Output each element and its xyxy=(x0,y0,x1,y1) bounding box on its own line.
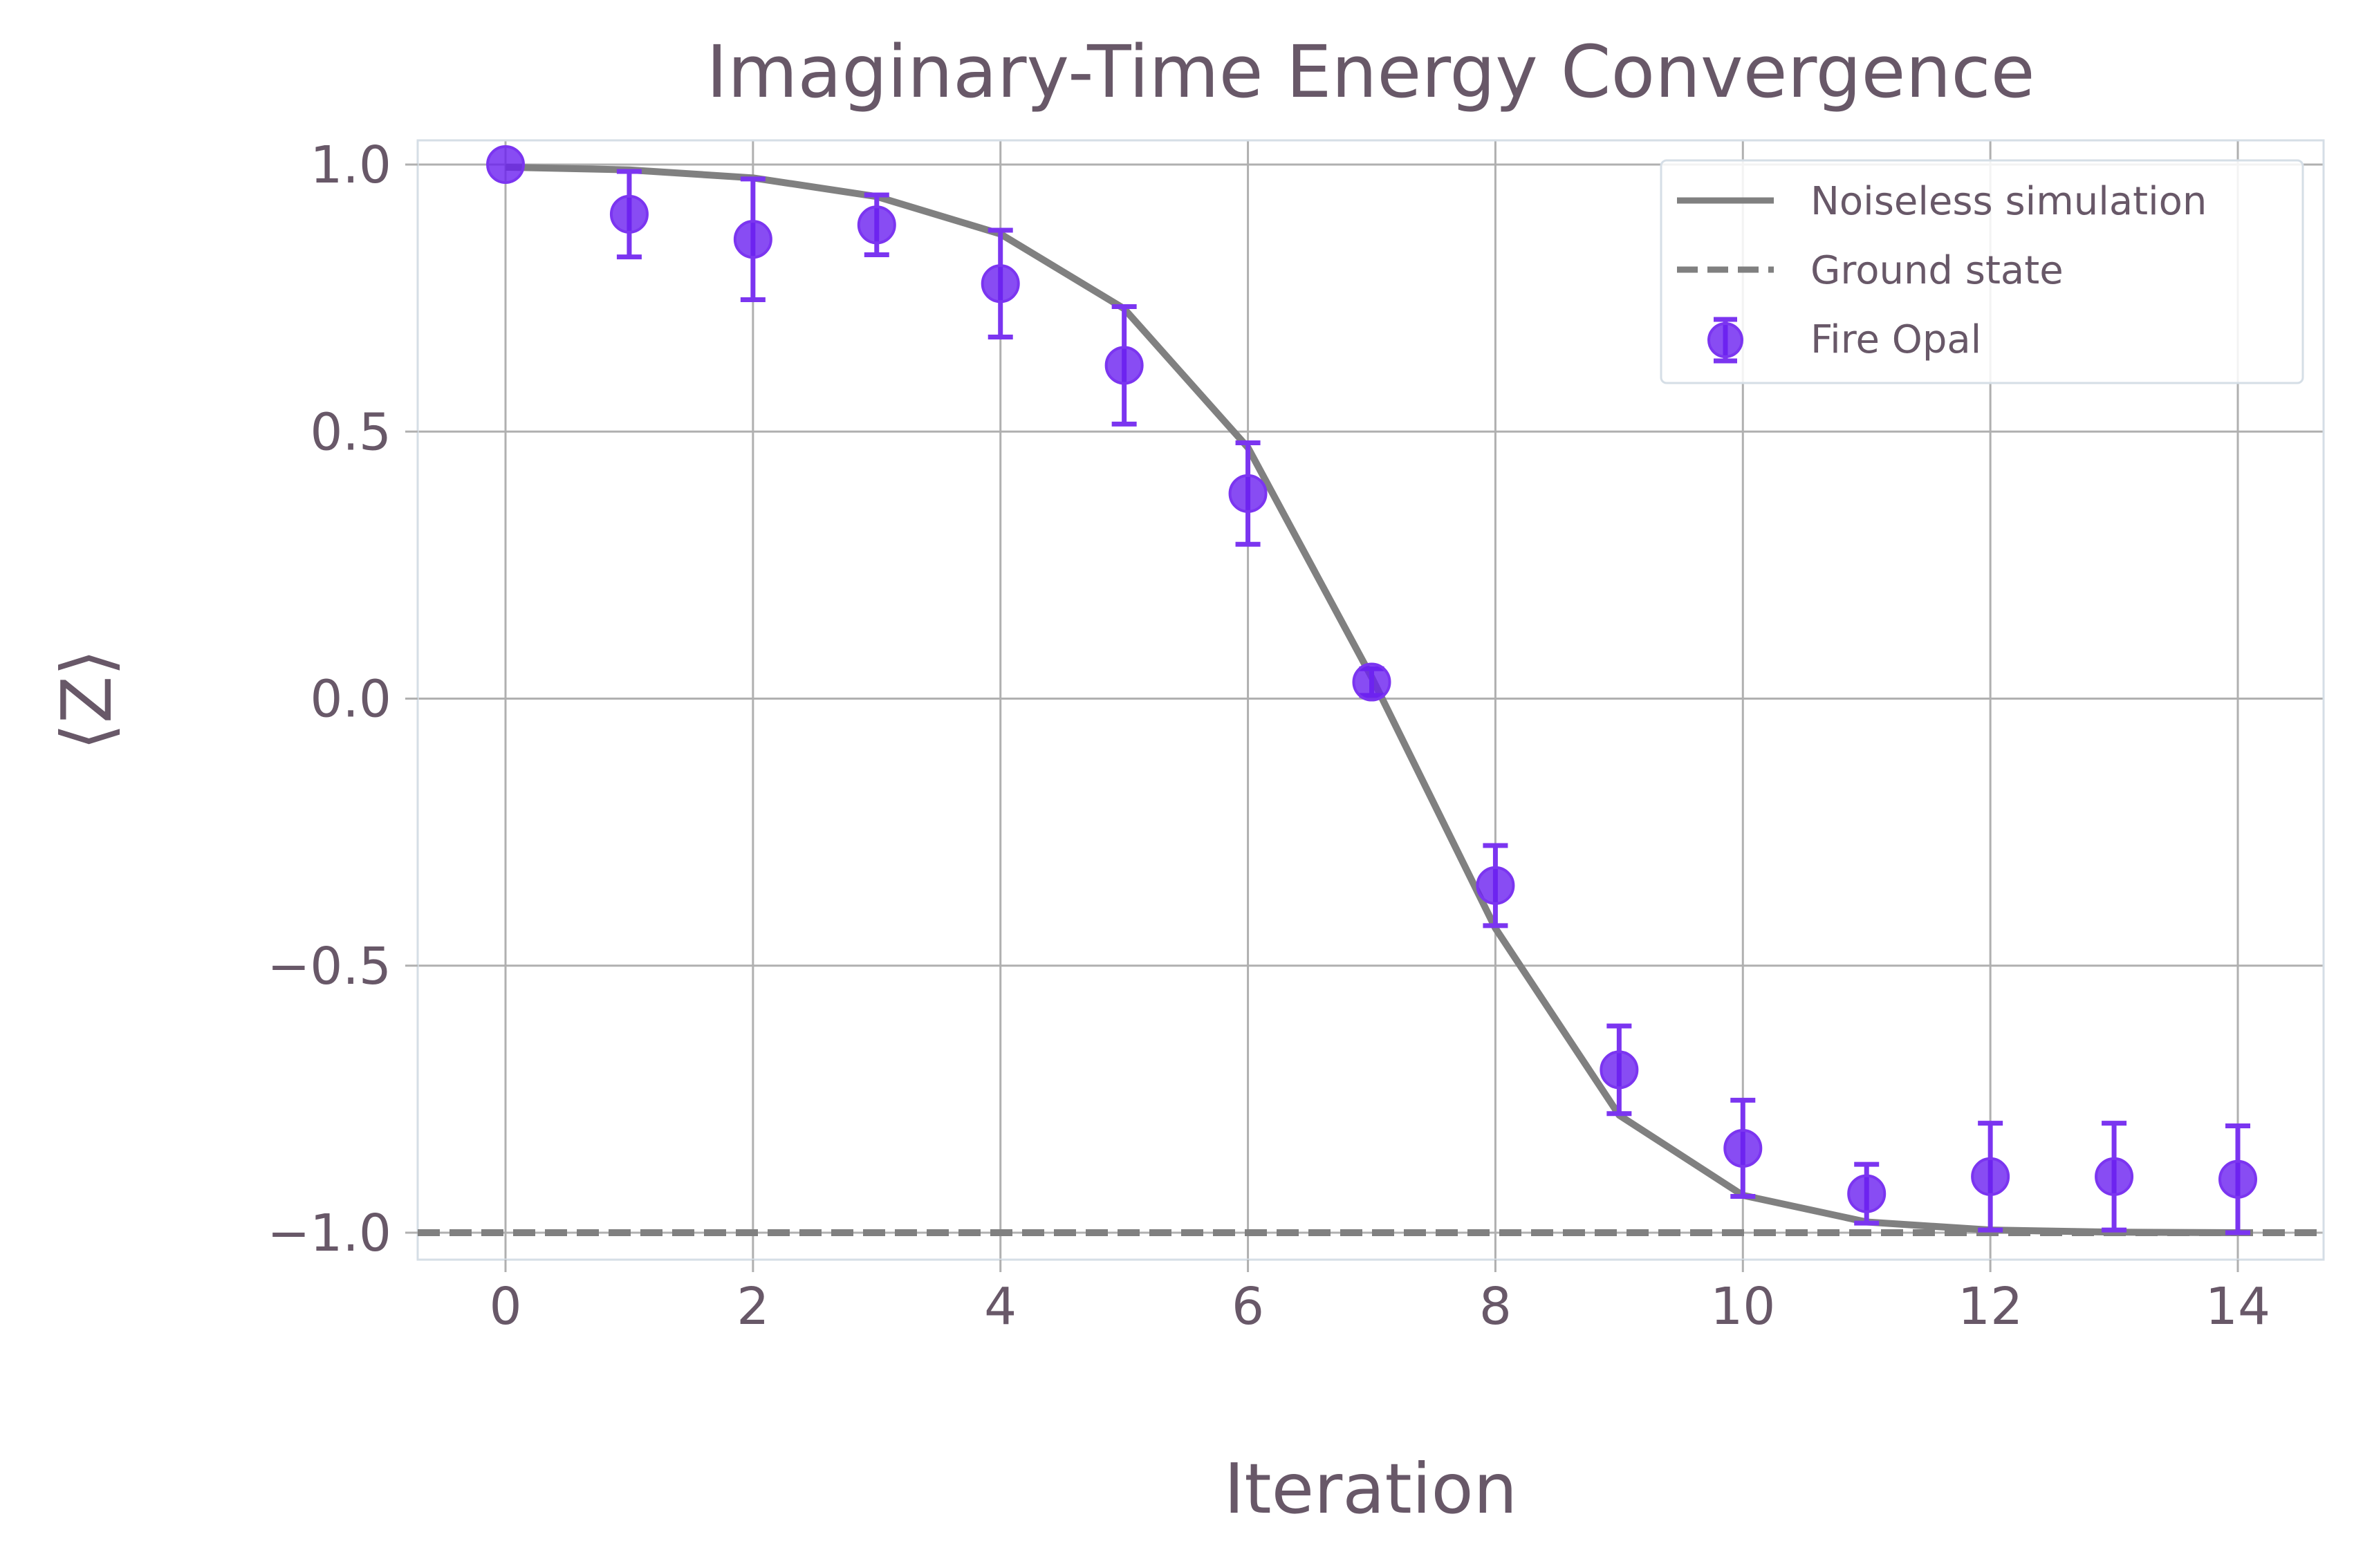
data-marker xyxy=(981,264,1020,304)
x-tick-label: 2 xyxy=(736,1277,769,1336)
data-marker xyxy=(1104,346,1144,385)
data-marker xyxy=(1723,1128,1763,1168)
data-marker xyxy=(1352,662,1391,702)
fire-opal-point xyxy=(857,192,896,258)
fire-opal-point xyxy=(2095,1121,2134,1233)
fire-opal-point xyxy=(1104,304,1144,427)
data-marker xyxy=(2218,1159,2257,1199)
x-tick-label: 4 xyxy=(984,1277,1017,1336)
data-marker xyxy=(1847,1174,1887,1213)
fire-opal-point xyxy=(609,169,649,260)
data-marker xyxy=(1476,866,1515,905)
ticks: 0 2 4 6 8 10 12 14 1.0 0.5 0.0 −0.5 −1.0 xyxy=(267,136,2270,1336)
data-marker xyxy=(486,145,525,184)
legend-label-fire-opal: Fire Opal xyxy=(1810,317,1981,362)
y-tick-label: −0.5 xyxy=(267,937,391,996)
data-marker xyxy=(1971,1157,2010,1196)
fire-opal-point xyxy=(1228,440,1268,547)
x-tick-label: 8 xyxy=(1479,1277,1512,1336)
data-marker xyxy=(609,194,649,234)
legend-frame xyxy=(1660,159,2304,384)
data-marker xyxy=(2095,1157,2134,1196)
y-tick-label: 1.0 xyxy=(310,136,391,195)
fire-opal-point xyxy=(1847,1161,1887,1226)
fire-opal-point xyxy=(486,145,525,184)
x-tick-label: 12 xyxy=(1958,1277,2023,1336)
data-marker xyxy=(1600,1050,1639,1090)
chart-title: Imaginary-Time Energy Convergence xyxy=(706,30,2035,114)
series xyxy=(418,145,2324,1236)
fire-opal-point xyxy=(733,176,772,302)
data-marker xyxy=(1228,474,1268,513)
data-marker xyxy=(857,205,896,245)
fire-opal-point xyxy=(981,227,1020,340)
x-tick-label: 10 xyxy=(1710,1277,1775,1336)
data-marker xyxy=(733,220,772,259)
plot-frame xyxy=(416,139,2325,1261)
y-tick-label: 0.5 xyxy=(310,402,391,462)
x-axis-label: Iteration xyxy=(1224,1448,1517,1529)
fire-opal-point xyxy=(1352,662,1391,702)
fire-opal-point xyxy=(1723,1097,1763,1199)
legend-label-noiseless: Noiseless simulation xyxy=(1810,179,2207,224)
x-tick-label: 0 xyxy=(489,1277,521,1336)
fire-opal-point xyxy=(2218,1123,2257,1235)
legend: Noiseless simulation Ground state Fire O… xyxy=(1660,159,2304,384)
x-tick-label: 6 xyxy=(1232,1277,1264,1336)
y-tick-label: 0.0 xyxy=(310,670,391,729)
fire-opal-point xyxy=(1476,843,1515,928)
fire-opal-point xyxy=(1600,1023,1639,1117)
fire-opal-point xyxy=(1971,1121,2010,1233)
y-axis-label: ⟨Z⟩ xyxy=(46,649,127,751)
legend-swatch-fire-opal xyxy=(1707,317,1743,364)
y-tick-label: −1.0 xyxy=(267,1204,391,1263)
legend-label-ground: Ground state xyxy=(1810,248,2064,293)
x-tick-label: 14 xyxy=(2205,1277,2270,1336)
